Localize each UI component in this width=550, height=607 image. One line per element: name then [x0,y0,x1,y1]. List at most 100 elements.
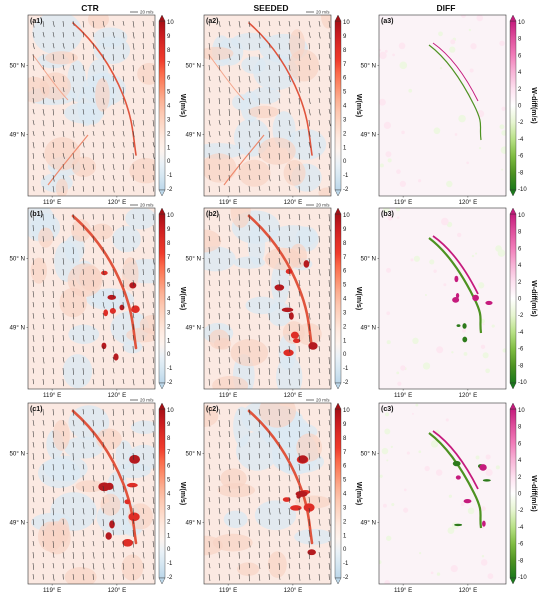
updraft-patch [204,229,222,253]
wind-vector [152,345,155,352]
wind-vector [308,562,311,570]
colorbar-top-extension [334,14,342,22]
diff-speck [475,252,478,255]
updraft-patch [204,46,234,61]
wind-vector [42,108,45,116]
wind-vector [228,573,230,581]
wind-vector [278,290,281,298]
updraft-cell [281,307,294,313]
wind-vector [238,108,241,116]
diff-speck [424,294,427,297]
wind-vector [122,152,124,160]
updraft-patch [38,227,54,248]
wind-vector [318,185,321,192]
wind-vector [82,235,85,243]
wind-vector [122,185,124,192]
wind-vector [288,174,291,182]
wind-vector [318,551,321,558]
wind-vector [92,290,94,299]
wind-vector [122,474,125,481]
diff-speck [396,169,401,174]
wind-vector [52,213,55,220]
updraft-patch [71,219,91,242]
wind-vector [268,64,271,70]
wind-vector [32,97,35,104]
colorbar-tick-label: 1 [343,338,347,344]
wind-vector [92,419,94,427]
wind-vector [102,185,105,192]
colorbar-tick-label: 6 [167,269,171,275]
wind-vector [152,246,155,254]
wind-vector [122,507,124,516]
colorbar-tick-label: 9 [167,227,171,233]
colorbar [509,408,517,579]
wind-vector [122,408,124,416]
wind-vector [318,213,321,219]
wind-vector [308,20,311,28]
wind-vector [328,174,331,181]
wind-vector [92,345,95,353]
wind-vector [228,185,231,193]
wind-vector [228,378,230,385]
wind-vector [102,507,105,514]
wind-vector [238,334,241,341]
wind-vector [92,496,95,503]
colorbar-tick-label: 3 [167,117,171,123]
wind-vector [52,452,55,460]
wind-vector [52,97,55,104]
wind-vector [42,224,45,231]
wind-vector [52,75,55,82]
colorbar-tick-label: 4 [518,458,522,464]
colorbar-tick-label: 2 [343,324,347,330]
diff-speck [383,121,392,130]
updraft-cell [98,482,111,492]
wind-vector [278,42,281,50]
wind-vector [62,441,64,449]
wind-vector [142,152,145,160]
wind-vector [92,130,95,136]
wind-vector [72,64,75,71]
wind-vector [248,345,251,353]
colorbar-bottom-extension [334,189,342,197]
longitude-tick-label: 119° E [394,199,412,206]
wind-vector [318,334,321,342]
colorbar-tick-label: 9 [167,34,171,40]
colorbar-tick-label: -8 [518,170,524,176]
wind-vector [132,268,135,275]
wind-vector [328,86,331,93]
wind-vector [318,529,321,537]
wind-vector [228,540,230,547]
wind-vector [248,408,251,416]
downdraft-patch [232,94,251,111]
wind-vector [288,268,291,276]
downdraft-patch [268,302,292,327]
wind-vector [62,268,65,276]
wind-vector [42,75,45,81]
wind-vector [298,573,301,581]
wind-vector [92,42,95,49]
diff-speck [458,114,466,123]
wind-vector [112,163,115,171]
wind-vector [82,224,85,231]
updraft-patch [237,562,260,576]
colorbar-tick-label: 8 [518,425,522,431]
wind-vector [42,20,45,27]
wind-vector [72,97,75,105]
diff-speck [379,51,387,60]
wind-vector [52,507,54,516]
wind-vector [248,367,251,375]
downdraft-patch [294,528,331,545]
wind-vector [122,224,125,231]
wind-vector [228,174,230,181]
colorbar-tick-label: 4 [343,297,347,303]
colorbar-tick-label: 2 [518,280,522,286]
colorbar-tick-label: -2 [343,380,349,386]
wind-vector [32,152,35,159]
wind-vector [62,53,65,60]
wind-vector [82,53,85,60]
wind-vector [208,452,211,459]
wind-reference-label: 20 m/s [140,398,154,403]
colorbar-tick-label: 5 [167,478,171,484]
